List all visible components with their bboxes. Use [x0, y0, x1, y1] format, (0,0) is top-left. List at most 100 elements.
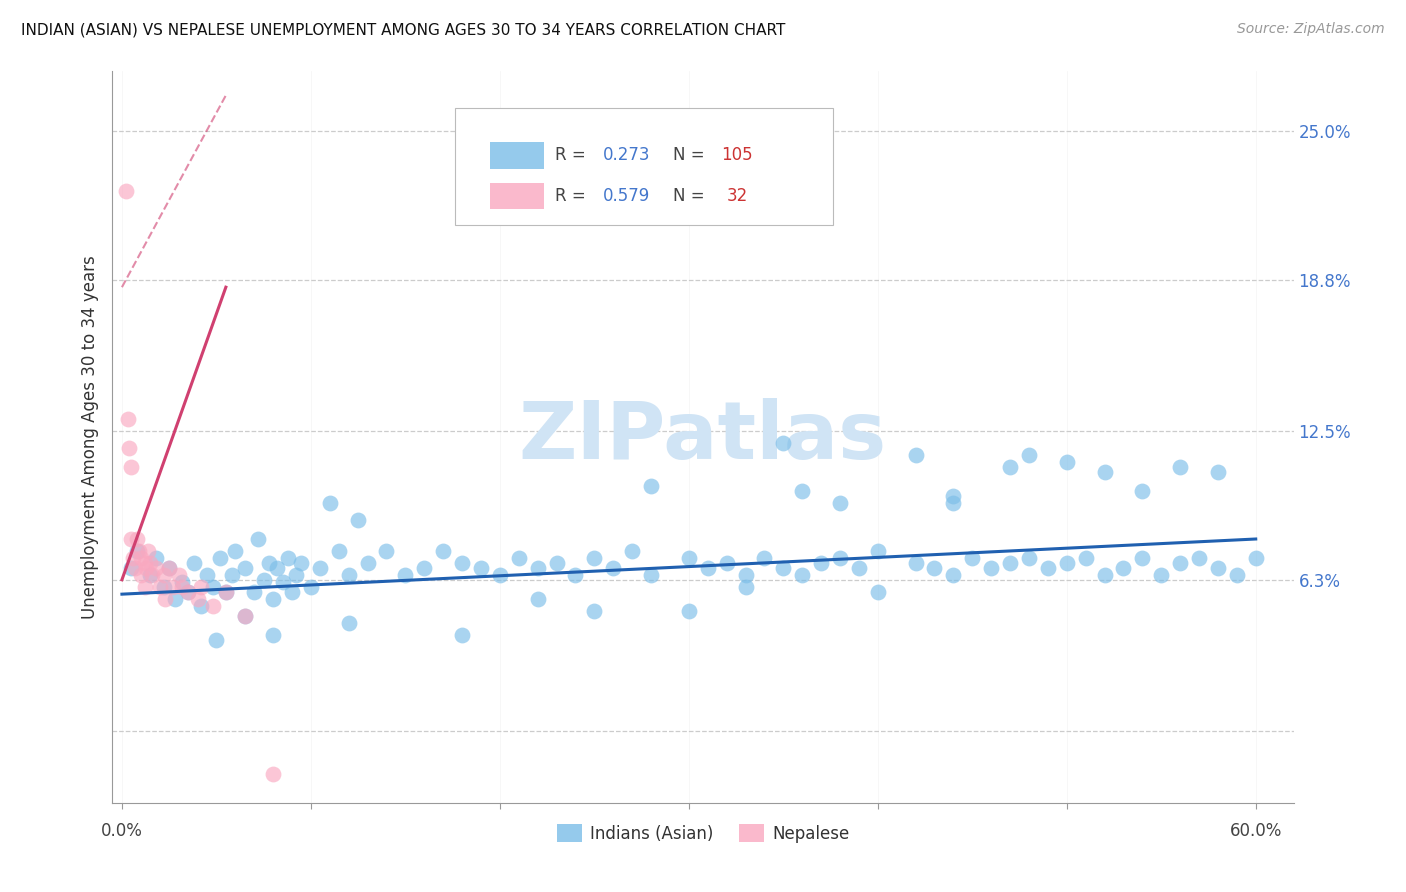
- Point: [980, 561, 1002, 575]
- Point: [489, 568, 512, 582]
- Point: [413, 561, 436, 575]
- Point: [734, 580, 756, 594]
- Point: [1018, 551, 1040, 566]
- Point: [640, 479, 662, 493]
- Point: [215, 584, 238, 599]
- Point: [117, 412, 139, 426]
- Point: [152, 568, 174, 582]
- Point: [233, 608, 256, 623]
- Point: [224, 544, 246, 558]
- Point: [337, 615, 360, 630]
- Point: [157, 561, 180, 575]
- Point: [157, 561, 180, 575]
- Point: [1130, 483, 1153, 498]
- Point: [139, 556, 162, 570]
- Point: [1188, 551, 1211, 566]
- Point: [828, 496, 851, 510]
- Point: [1094, 568, 1116, 582]
- Point: [1206, 561, 1229, 575]
- FancyBboxPatch shape: [491, 143, 544, 169]
- Point: [792, 483, 814, 498]
- Point: [924, 561, 946, 575]
- Point: [309, 561, 332, 575]
- Point: [290, 556, 312, 570]
- Point: [904, 556, 927, 570]
- Point: [848, 561, 870, 575]
- Point: [162, 580, 184, 594]
- FancyBboxPatch shape: [456, 108, 832, 225]
- Point: [394, 568, 416, 582]
- Point: [754, 551, 776, 566]
- Point: [120, 460, 142, 475]
- Point: [375, 544, 398, 558]
- Point: [1168, 460, 1191, 475]
- Point: [128, 544, 150, 558]
- Point: [1168, 556, 1191, 570]
- Point: [942, 568, 965, 582]
- Point: [998, 556, 1021, 570]
- Text: 105: 105: [721, 146, 752, 164]
- Text: 32: 32: [727, 186, 748, 204]
- Point: [583, 551, 606, 566]
- Point: [221, 568, 243, 582]
- Point: [205, 632, 228, 647]
- Text: 0.0%: 0.0%: [101, 822, 143, 840]
- Point: [134, 556, 156, 570]
- Point: [904, 448, 927, 462]
- Point: [152, 580, 174, 594]
- Point: [129, 568, 152, 582]
- Point: [134, 580, 156, 594]
- Point: [1130, 551, 1153, 566]
- Point: [1226, 568, 1249, 582]
- Point: [1018, 448, 1040, 462]
- Text: R =: R =: [555, 146, 592, 164]
- Point: [470, 561, 492, 575]
- Point: [696, 561, 718, 575]
- Point: [177, 584, 200, 599]
- Point: [451, 556, 474, 570]
- Point: [124, 561, 146, 575]
- Text: N =: N =: [673, 146, 710, 164]
- Point: [125, 532, 148, 546]
- Point: [734, 568, 756, 582]
- Point: [215, 584, 238, 599]
- Point: [149, 580, 172, 594]
- Point: [201, 599, 224, 614]
- Point: [564, 568, 586, 582]
- Point: [792, 568, 814, 582]
- Point: [163, 591, 186, 606]
- Point: [678, 551, 700, 566]
- Point: [299, 580, 322, 594]
- Point: [209, 551, 232, 566]
- Point: [122, 551, 145, 566]
- Text: N =: N =: [673, 186, 710, 204]
- Point: [120, 532, 142, 546]
- Point: [347, 513, 370, 527]
- Point: [621, 544, 644, 558]
- Text: R =: R =: [555, 186, 592, 204]
- Point: [526, 591, 548, 606]
- Point: [526, 561, 548, 575]
- Point: [1112, 561, 1135, 575]
- Point: [145, 561, 167, 575]
- Point: [259, 556, 281, 570]
- Point: [195, 568, 218, 582]
- Text: Source: ZipAtlas.com: Source: ZipAtlas.com: [1237, 22, 1385, 37]
- Point: [138, 544, 160, 558]
- Point: [284, 568, 307, 582]
- Point: [172, 580, 194, 594]
- Point: [828, 551, 851, 566]
- Point: [866, 544, 889, 558]
- Point: [129, 551, 152, 566]
- Point: [1056, 455, 1078, 469]
- Point: [233, 608, 256, 623]
- Point: [716, 556, 738, 570]
- Point: [271, 575, 294, 590]
- Legend: Indians (Asian), Nepalese: Indians (Asian), Nepalese: [550, 818, 856, 849]
- Point: [233, 561, 256, 575]
- Point: [190, 580, 212, 594]
- Point: [319, 496, 342, 510]
- Point: [546, 556, 568, 570]
- Point: [432, 544, 454, 558]
- Point: [118, 441, 141, 455]
